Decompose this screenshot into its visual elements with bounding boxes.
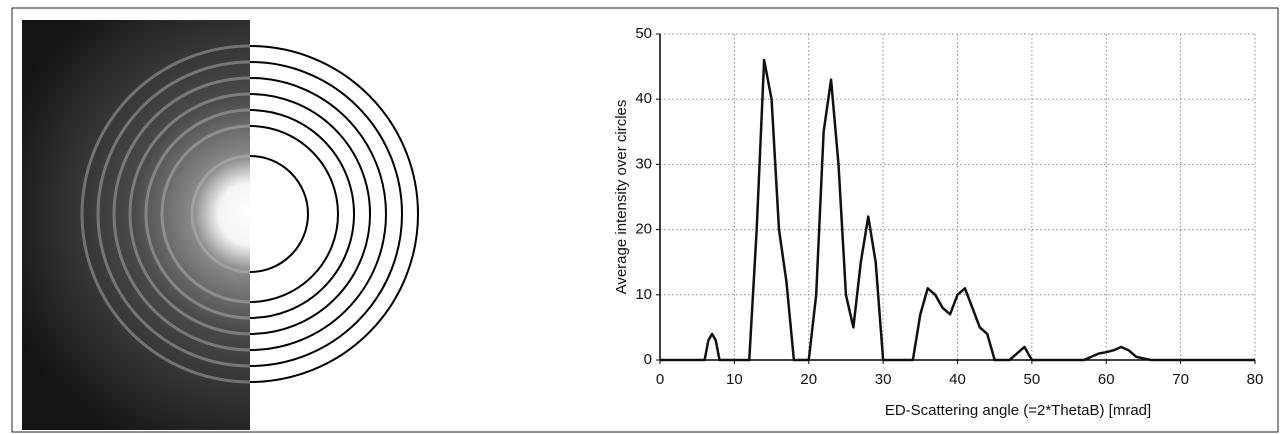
x-tick-label: 60 [1098,371,1115,388]
x-tick-label: 30 [875,371,892,388]
x-tick-label: 10 [726,371,743,388]
ring-overlay [249,45,419,383]
y-axis-label: Average intensity over circles [613,100,630,295]
x-tick-label: 50 [1024,371,1041,388]
y-tick-label: 40 [635,90,652,107]
x-tick-label: 20 [800,371,817,388]
y-tick-label: 50 [635,25,652,42]
x-tick-label: 70 [1172,371,1189,388]
diffraction-image [22,20,250,430]
data-line [660,58,1255,362]
x-axis-label: ED-Scattering angle (=2*ThetaB) [mrad] [885,402,1151,419]
y-tick-label: 30 [635,155,652,172]
y-tick-label: 10 [635,286,652,303]
x-tick-label: 0 [656,371,664,388]
x-tick-label: 40 [949,371,966,388]
y-tick-label: 0 [644,351,652,368]
frame [11,7,1279,433]
y-tick-label: 20 [635,221,652,238]
x-tick-label: 80 [1247,371,1264,388]
